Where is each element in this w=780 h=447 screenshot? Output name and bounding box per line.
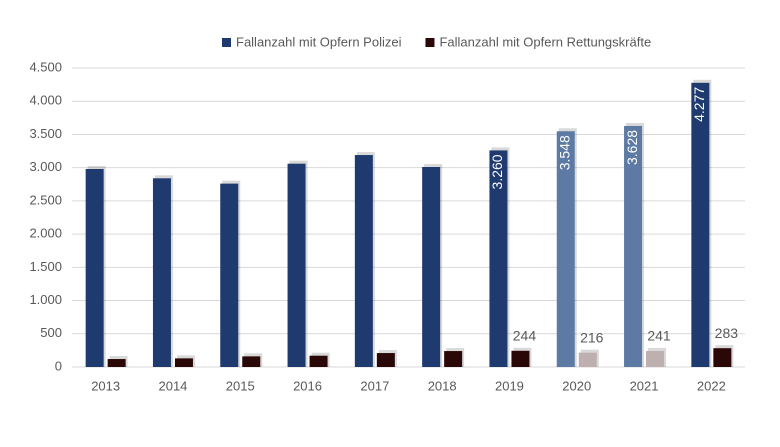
x-tick-label: 2015 [226,378,255,393]
bar [691,82,710,367]
y-tick-label: 3.000 [29,159,62,174]
bar [85,168,104,367]
bar [354,155,373,367]
bar [624,125,643,368]
bar [220,183,239,367]
bar [556,131,575,367]
bar [444,351,463,367]
legend-marker [425,38,435,47]
data-label: 3.628 [624,130,640,165]
x-tick-label: 2021 [630,378,659,393]
y-tick-label: 2.000 [29,226,62,241]
bar [489,150,508,367]
bar [578,352,597,367]
bar [242,356,261,367]
data-label: 244 [513,327,537,343]
legend-label: Fallanzahl mit Opfern Polizei [236,34,402,49]
y-tick-label: 4.500 [29,59,62,74]
bar [376,353,395,367]
bar [287,163,306,367]
x-tick-label: 2016 [293,378,322,393]
y-tick-label: 500 [40,325,62,340]
y-tick-label: 3.500 [29,126,62,141]
bar [511,350,530,367]
data-label: 4.277 [691,87,707,122]
y-tick-label: 2.500 [29,192,62,207]
x-tick-label: 2020 [562,378,591,393]
bar [107,359,126,367]
data-label: 3.260 [489,154,505,189]
x-tick-label: 2014 [158,378,187,393]
bar [713,348,732,367]
x-tick-label: 2017 [360,378,389,393]
y-tick-label: 4.000 [29,93,62,108]
legend-marker [222,38,231,47]
x-tick-label: 2019 [495,378,524,393]
legend-label: Fallanzahl mit Opfern Rettungskräfte [439,34,651,49]
bar [174,358,193,367]
bar [422,167,441,367]
x-tick-label: 2022 [697,378,726,393]
bar [309,355,328,367]
bar [646,350,665,367]
y-tick-label: 1.500 [29,259,62,274]
bar [152,178,171,367]
data-label: 3.548 [556,135,572,170]
y-tick-label: 1.000 [29,292,62,307]
y-tick-label: 0 [55,358,62,373]
data-label: 216 [580,329,604,345]
data-label: 283 [715,325,739,341]
data-label: 241 [647,328,671,344]
x-tick-label: 2018 [428,378,457,393]
x-tick-label: 2013 [91,378,120,393]
